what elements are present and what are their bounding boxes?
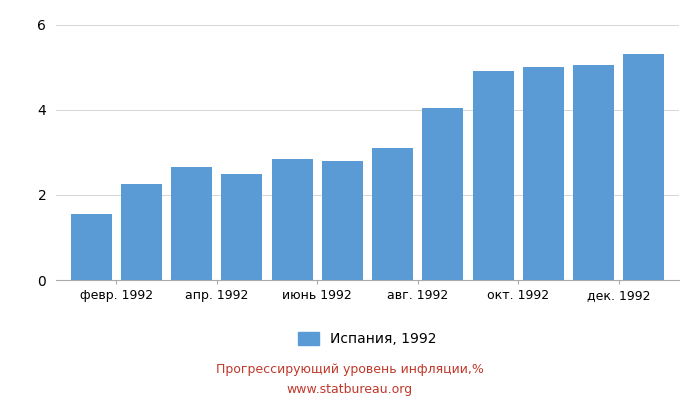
Legend: Испания, 1992: Испания, 1992 xyxy=(293,326,442,352)
Bar xyxy=(573,65,614,280)
Bar xyxy=(71,214,112,280)
Bar xyxy=(121,184,162,280)
Bar xyxy=(623,54,664,280)
Bar xyxy=(473,71,514,280)
Text: www.statbureau.org: www.statbureau.org xyxy=(287,384,413,396)
Bar xyxy=(322,161,363,280)
Bar xyxy=(523,67,564,280)
Bar xyxy=(372,148,413,280)
Text: Прогрессирующий уровень инфляции,%: Прогрессирующий уровень инфляции,% xyxy=(216,364,484,376)
Bar xyxy=(221,174,262,280)
Bar xyxy=(272,159,313,280)
Bar xyxy=(422,108,463,280)
Bar xyxy=(171,167,212,280)
